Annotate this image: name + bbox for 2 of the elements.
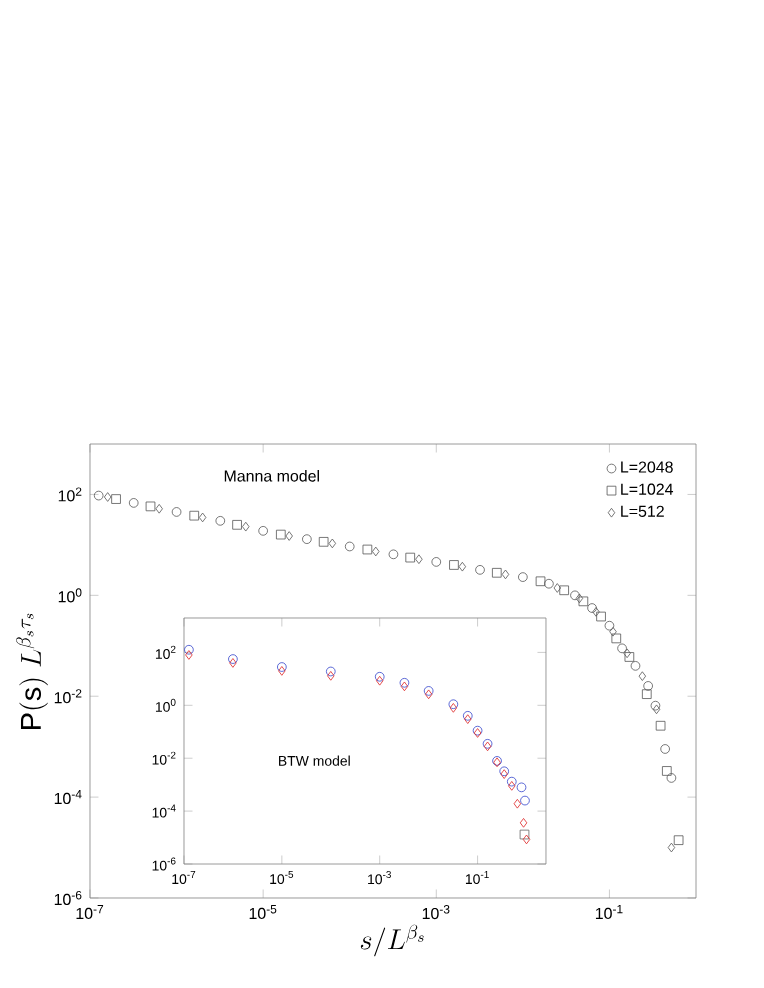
x-axis-title: $s/L^{\beta_s}$ (360, 924, 424, 957)
y-axis-title: $\mathrm{P(s)}\;L^{\beta_s\tau_s}$ (16, 613, 48, 729)
